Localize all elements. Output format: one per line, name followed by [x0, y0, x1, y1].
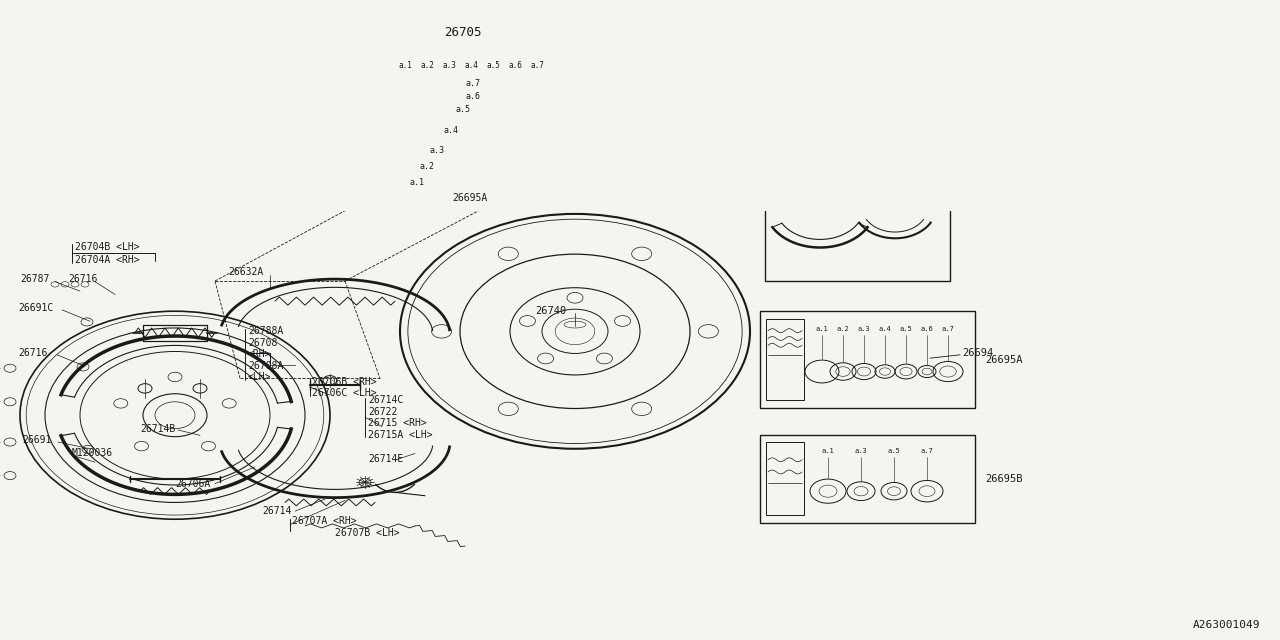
- Text: a.1: a.1: [815, 326, 828, 332]
- Text: 26708: 26708: [248, 338, 278, 348]
- Text: <RH>: <RH>: [248, 349, 271, 359]
- Text: 26707B <LH>: 26707B <LH>: [335, 527, 399, 538]
- Text: a.3: a.3: [442, 61, 456, 70]
- Text: 26691C: 26691C: [18, 303, 54, 313]
- Text: 26695B: 26695B: [986, 474, 1023, 484]
- Text: a.5: a.5: [887, 448, 900, 454]
- Text: 26706A: 26706A: [175, 479, 210, 489]
- Text: a.5: a.5: [454, 106, 470, 115]
- Polygon shape: [438, 97, 477, 124]
- Text: 26706B <RH>: 26706B <RH>: [312, 377, 376, 387]
- Text: a.3: a.3: [430, 146, 445, 155]
- Text: 26704B <LH>: 26704B <LH>: [76, 243, 140, 252]
- Text: 26632A: 26632A: [228, 268, 264, 277]
- Bar: [760, 311, 975, 408]
- Bar: [765, 442, 804, 515]
- Bar: [375, 49, 550, 184]
- Text: 26708A: 26708A: [248, 360, 283, 371]
- Text: 26714C: 26714C: [369, 396, 403, 406]
- Text: 26714B: 26714B: [140, 424, 175, 434]
- Text: a.2: a.2: [420, 61, 434, 70]
- Text: a.4: a.4: [878, 326, 891, 332]
- Text: 26705: 26705: [444, 26, 481, 39]
- Text: 26695A: 26695A: [986, 355, 1023, 365]
- Text: 26707A <RH>: 26707A <RH>: [292, 516, 357, 526]
- Text: 26740: 26740: [535, 306, 566, 316]
- Text: 26694: 26694: [963, 348, 993, 358]
- Text: 26787: 26787: [20, 274, 50, 284]
- Text: a.1: a.1: [410, 178, 425, 187]
- Text: a.4: a.4: [443, 125, 458, 134]
- Text: a.7: a.7: [530, 61, 544, 70]
- Text: a.6: a.6: [508, 61, 522, 70]
- Text: a.7: a.7: [920, 448, 933, 454]
- Text: a.1: a.1: [822, 448, 835, 454]
- Text: a.4: a.4: [465, 61, 477, 70]
- Text: a.3: a.3: [858, 326, 870, 332]
- Text: A263001049: A263001049: [1193, 620, 1260, 630]
- Text: M120036: M120036: [72, 449, 113, 458]
- Text: 26691: 26691: [22, 435, 51, 445]
- Bar: [765, 319, 804, 401]
- Text: 26704A <RH>: 26704A <RH>: [76, 255, 140, 264]
- Text: 26714E: 26714E: [369, 454, 403, 464]
- Text: 26722: 26722: [369, 407, 397, 417]
- Text: 26714: 26714: [262, 506, 292, 516]
- Text: 26715A <LH>: 26715A <LH>: [369, 429, 433, 440]
- Text: 26716: 26716: [18, 348, 47, 358]
- Text: 26716: 26716: [68, 274, 97, 284]
- Bar: [765, 127, 950, 281]
- Text: a.1: a.1: [398, 61, 412, 70]
- Text: a.5: a.5: [486, 61, 500, 70]
- Text: a.7: a.7: [942, 326, 955, 332]
- Text: a.2: a.2: [837, 326, 850, 332]
- Text: a.6: a.6: [920, 326, 933, 332]
- Text: 26695A: 26695A: [452, 193, 488, 204]
- Text: a.6: a.6: [465, 92, 480, 101]
- Text: 26715 <RH>: 26715 <RH>: [369, 419, 426, 428]
- Text: <LH>: <LH>: [248, 372, 271, 382]
- Text: 26706C <LH>: 26706C <LH>: [312, 388, 376, 398]
- Text: a.2: a.2: [420, 163, 435, 172]
- Text: a.7: a.7: [465, 79, 480, 88]
- Text: 26788A: 26788A: [248, 326, 283, 337]
- Bar: [760, 435, 975, 523]
- Text: a.5: a.5: [900, 326, 913, 332]
- Text: a.3: a.3: [855, 448, 868, 454]
